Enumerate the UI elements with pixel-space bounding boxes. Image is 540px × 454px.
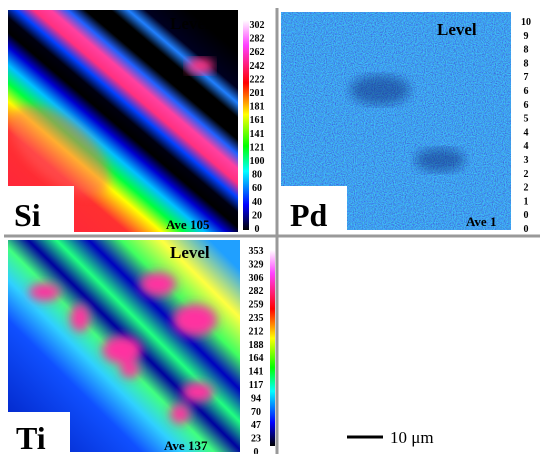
scale-label: 4 (524, 141, 529, 152)
scale-label: 235 (249, 313, 264, 324)
color-bar (270, 250, 275, 446)
element-label: Si (14, 197, 41, 233)
scale-label: 94 (251, 393, 261, 404)
element-label: Ti (16, 420, 46, 454)
scale-label: 262 (250, 47, 265, 58)
scale-label: 8 (524, 45, 529, 56)
scale-label: 181 (250, 102, 265, 113)
scale-label: 6 (524, 86, 529, 97)
scale-label: 100 (250, 156, 265, 167)
scale-label: 164 (249, 353, 264, 364)
scale-label: 9 (524, 31, 529, 42)
scale-label: 222 (250, 74, 265, 85)
average-label: Ave 137 (164, 438, 208, 453)
scale-label: 306 (249, 273, 264, 284)
scale-label: 70 (251, 407, 261, 418)
level-label: Level (170, 243, 210, 262)
scale-label: 188 (249, 340, 264, 351)
scale-label: 20 (252, 210, 262, 221)
scale-label: 7 (524, 72, 529, 83)
average-label: Ave 105 (166, 217, 210, 232)
scale-label: 121 (250, 142, 265, 153)
scale-label: 2 (524, 169, 529, 180)
scale-label: 0 (524, 224, 529, 235)
scale-label: 10 (521, 17, 531, 28)
scale-label: 0 (524, 210, 529, 221)
scale-label: 6 (524, 100, 529, 111)
scale-label: 201 (250, 88, 265, 99)
scale-label: 3 (524, 155, 529, 166)
scale-label: 23 (251, 434, 261, 445)
scale-label: 141 (250, 129, 265, 140)
scale-label: 259 (249, 300, 264, 311)
scale-label: 60 (252, 183, 262, 194)
color-bar (243, 20, 249, 230)
si-map (8, 10, 238, 232)
scale-label: 8 (524, 58, 529, 69)
scale-label: 5 (524, 114, 529, 125)
scale-label: 1 (524, 196, 529, 207)
scale-label: 353 (249, 246, 264, 257)
label-box (8, 412, 70, 454)
scale-label: 161 (250, 115, 265, 126)
scale-label: 242 (250, 61, 265, 72)
scale-label: 4 (524, 127, 529, 138)
level-label: Level (437, 20, 477, 39)
scale-label: 282 (250, 34, 265, 45)
average-label: Ave 1 (466, 214, 496, 229)
scale-label: 40 (252, 197, 262, 208)
scale-label: 302 (250, 20, 265, 31)
scale-bar-label: 10 μm (390, 428, 434, 447)
scale-label: 329 (249, 259, 264, 270)
scale-label: 282 (249, 286, 264, 297)
scale-label: 47 (251, 420, 261, 431)
label-box (281, 186, 347, 232)
scale-label: 80 (252, 170, 262, 181)
scale-label: 2 (524, 183, 529, 194)
scale-label: 212 (249, 326, 264, 337)
scale-label: 0 (255, 224, 260, 235)
label-box (8, 186, 74, 232)
scale-label: 117 (249, 380, 263, 391)
scale-label: 0 (254, 447, 259, 454)
level-label: Level (170, 14, 210, 33)
scale-label: 141 (249, 367, 264, 378)
element-label: Pd (290, 197, 328, 233)
